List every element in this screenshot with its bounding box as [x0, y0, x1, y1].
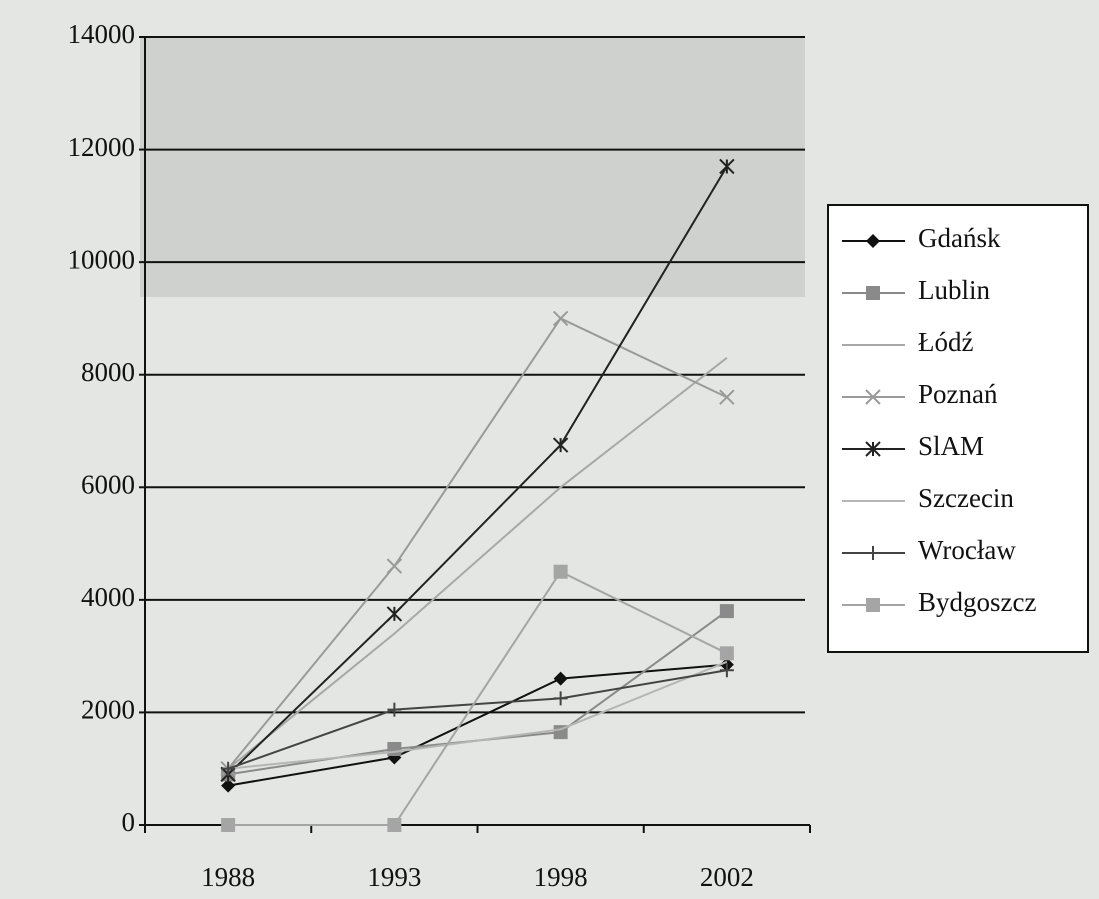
- marker: [866, 234, 880, 248]
- marker: [865, 441, 881, 457]
- marker: [719, 389, 735, 405]
- marker: [387, 742, 402, 757]
- marker: [866, 286, 880, 300]
- marker: [221, 761, 236, 776]
- x-tick-label: 1988: [201, 862, 255, 892]
- marker: [719, 604, 734, 619]
- marker: [387, 702, 402, 717]
- y-tick-label: 6000: [81, 469, 135, 499]
- legend-label: Łódź: [918, 327, 973, 357]
- marker: [221, 818, 236, 832]
- marker: [387, 818, 402, 832]
- legend-label: SlAM: [918, 431, 984, 461]
- series-line: [227, 317, 728, 770]
- y-tick-label: 8000: [81, 357, 135, 387]
- marker: [719, 158, 735, 175]
- legend-label: Gdańsk: [918, 223, 1001, 253]
- legend-label: Bydgoszcz: [918, 587, 1036, 617]
- legend-label: Poznań: [918, 379, 998, 409]
- marker: [553, 564, 568, 579]
- marker: [865, 389, 881, 405]
- y-tick-label: 14000: [68, 19, 136, 49]
- x-tick-label: 1998: [534, 862, 588, 892]
- series-line: [227, 165, 728, 776]
- marker: [553, 671, 568, 686]
- series-line: [228, 660, 728, 770]
- x-tick-label: 1993: [367, 862, 421, 892]
- series-line: [228, 570, 728, 826]
- legend-box: [827, 204, 1089, 653]
- y-tick-label: 12000: [68, 132, 136, 162]
- marker: [719, 663, 734, 678]
- marker: [866, 546, 880, 560]
- legend-label: Wrocław: [918, 535, 1016, 565]
- scan-shade: [140, 37, 805, 297]
- marker: [552, 310, 569, 327]
- marker: [386, 606, 403, 622]
- y-tick-label: 4000: [81, 582, 135, 612]
- marker: [719, 646, 734, 661]
- series-line: [227, 669, 728, 770]
- legend-label: Szczecin: [918, 483, 1014, 513]
- y-tick-label: 2000: [81, 695, 135, 725]
- legend-label: Lublin: [918, 275, 990, 305]
- marker: [553, 691, 568, 706]
- marker: [866, 598, 880, 612]
- y-tick-label: 10000: [68, 244, 136, 274]
- x-tick-label: 2002: [700, 862, 754, 892]
- marker: [221, 778, 236, 793]
- marker: [552, 437, 569, 453]
- marker: [386, 558, 403, 574]
- series-line: [227, 357, 728, 770]
- y-tick-label: 0: [122, 807, 136, 837]
